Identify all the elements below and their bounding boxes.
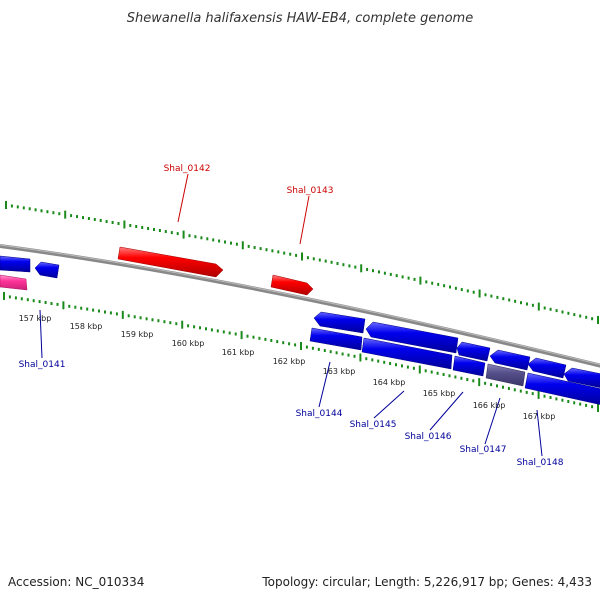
- gene-label-shal-0145[interactable]: Shal_0145: [350, 420, 397, 430]
- leader-shal-0143: [299, 195, 310, 245]
- gene-lower-2[interactable]: [361, 337, 453, 370]
- gene-shal-0141-arrow[interactable]: [0, 255, 31, 273]
- gene-lower-5[interactable]: [524, 372, 600, 405]
- gene-label-shal-0146[interactable]: Shal_0146: [405, 432, 452, 442]
- gene-label-shal-0143[interactable]: Shal_0143: [287, 186, 334, 196]
- gene-lower-1[interactable]: [309, 327, 363, 351]
- leader-shal-0142: [177, 173, 189, 223]
- gene-shal-0146-arrow[interactable]: [456, 341, 491, 362]
- scale-label-164: 164 kbp: [373, 378, 406, 387]
- gene-shal-0145-arrow[interactable]: [365, 321, 459, 354]
- scale-label-157: 157 kbp: [19, 314, 52, 323]
- scale-label-161: 161 kbp: [222, 348, 255, 357]
- scale-label-163: 163 kbp: [323, 367, 356, 376]
- leader-shal-0148: [536, 409, 543, 457]
- topology-summary-text: Topology: circular; Length: 5,226,917 bp…: [261, 575, 592, 589]
- scale-label-159: 159 kbp: [121, 330, 154, 339]
- gene-shal-0148-arrow[interactable]: [527, 357, 567, 379]
- genome-backbone: [0, 244, 600, 368]
- forward-gene-labels: Shal_0142 Shal_0143: [164, 164, 334, 196]
- leader-shal-0145: [373, 390, 405, 419]
- gene-shal-0143-arrow[interactable]: [270, 274, 314, 296]
- gene-lower-3[interactable]: [452, 355, 486, 377]
- gene-shal-0144-arrow[interactable]: [313, 311, 366, 334]
- gene-shal-0142-arrow[interactable]: [117, 246, 224, 278]
- leader-shal-0141: [39, 309, 43, 359]
- gene-shal-0147-arrow[interactable]: [489, 349, 531, 371]
- genome-backbone-highlight: [0, 244, 600, 366]
- gene-label-shal-0141[interactable]: Shal_0141: [19, 360, 66, 370]
- leader-shal-0146: [429, 391, 464, 431]
- gene-blue-edge-arrow[interactable]: [563, 367, 600, 388]
- gene-label-shal-0148[interactable]: Shal_0148: [517, 458, 564, 468]
- gene-label-shal-0147[interactable]: Shal_0147: [460, 445, 507, 455]
- gene-blue-small-arrow[interactable]: [34, 261, 60, 279]
- scale-label-162: 162 kbp: [273, 357, 306, 366]
- gene-label-shal-0144[interactable]: Shal_0144: [296, 409, 343, 419]
- scale-label-166: 166 kbp: [473, 401, 506, 410]
- leader-shal-0147: [484, 397, 501, 445]
- scale-label-165: 165 kbp: [423, 389, 456, 398]
- inner-tick-ruler: [3, 292, 599, 412]
- scale-label-160: 160 kbp: [172, 339, 205, 348]
- map-title: Shewanella halifaxensis HAW-EB4, complet…: [127, 11, 473, 26]
- accession-text: Accession: NC_010334: [8, 575, 144, 589]
- scale-labels: 157 kbp 158 kbp 159 kbp 160 kbp 161 kbp …: [19, 314, 556, 421]
- gene-leader-lines: [39, 173, 543, 457]
- outer-tick-ruler: [5, 201, 599, 324]
- scale-label-158: 158 kbp: [70, 322, 103, 331]
- gene-lower-dimmed[interactable]: [485, 363, 526, 387]
- pink-feature[interactable]: [0, 274, 28, 291]
- reverse-gene-labels: Shal_0141 Shal_0144 Shal_0145 Shal_0146 …: [19, 360, 564, 468]
- forward-gene-track: [117, 246, 314, 296]
- gene-label-shal-0142[interactable]: Shal_0142: [164, 164, 211, 174]
- reverse-gene-track: [0, 255, 600, 405]
- scale-label-167: 167 kbp: [523, 412, 556, 421]
- leader-shal-0144: [318, 361, 331, 408]
